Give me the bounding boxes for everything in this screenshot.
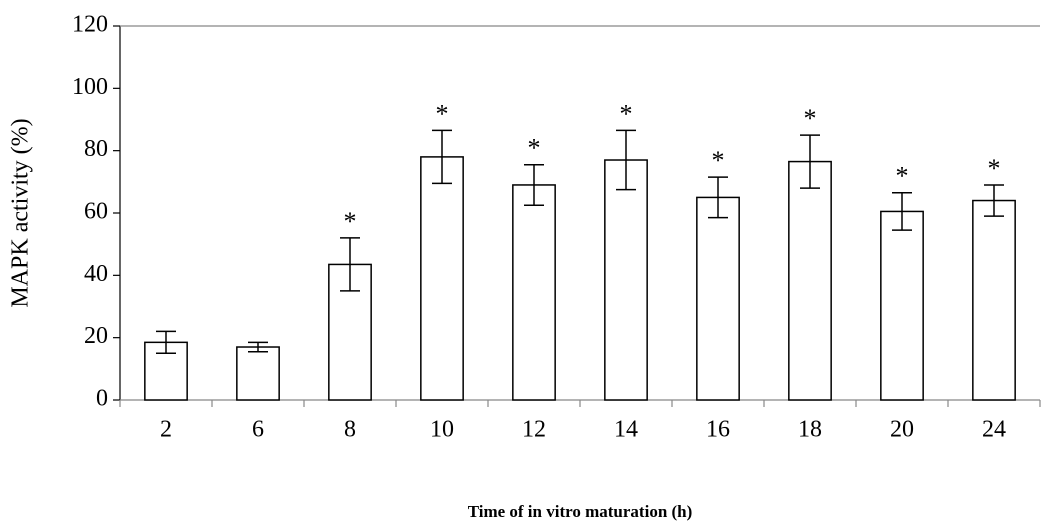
error-bar <box>708 176 728 219</box>
significance-mark: * <box>344 207 357 236</box>
x-tick-label: 12 <box>522 417 546 443</box>
x-tick-label: 16 <box>706 417 730 443</box>
y-tick-label: 0 <box>96 386 108 412</box>
x-tick-label: 8 <box>344 417 356 443</box>
error-bar <box>340 237 360 292</box>
error-bar <box>616 129 636 191</box>
x-tick-label: 18 <box>798 417 822 443</box>
x-tick-label: 6 <box>252 417 264 443</box>
error-bar <box>984 184 1004 217</box>
x-tick-label: 20 <box>890 417 914 443</box>
error-bar <box>800 134 820 189</box>
bar <box>512 184 556 401</box>
x-tick-label: 24 <box>982 417 1006 443</box>
x-tick-label: 10 <box>430 417 454 443</box>
error-bar <box>432 129 452 185</box>
y-tick-label: 100 <box>72 74 108 100</box>
significance-mark: * <box>712 146 725 175</box>
significance-mark: * <box>804 104 817 133</box>
significance-mark: * <box>896 162 909 191</box>
bar <box>236 346 280 401</box>
error-bar <box>892 191 912 231</box>
y-tick-label: 40 <box>84 261 108 287</box>
bar <box>604 159 648 401</box>
bar <box>788 160 832 401</box>
y-tick-label: 80 <box>84 136 108 162</box>
bar <box>420 156 464 401</box>
y-tick-label: 120 <box>72 12 108 38</box>
error-bar <box>156 330 176 354</box>
bar <box>880 210 924 401</box>
significance-mark: * <box>988 154 1001 183</box>
y-tick-label: 20 <box>84 323 108 349</box>
significance-mark: * <box>620 99 633 128</box>
error-bar <box>248 341 268 353</box>
y-axis-title: MAPK activity (%) <box>8 118 34 307</box>
bar <box>972 199 1016 401</box>
y-tick-label: 60 <box>84 199 108 225</box>
x-axis-title: Time of in vitro maturation (h) <box>468 502 693 521</box>
x-tick-label: 2 <box>160 417 172 443</box>
x-tick-label: 14 <box>614 417 638 443</box>
significance-mark: * <box>436 99 449 128</box>
error-bar <box>524 163 544 206</box>
significance-mark: * <box>528 134 541 163</box>
bar <box>696 196 740 401</box>
